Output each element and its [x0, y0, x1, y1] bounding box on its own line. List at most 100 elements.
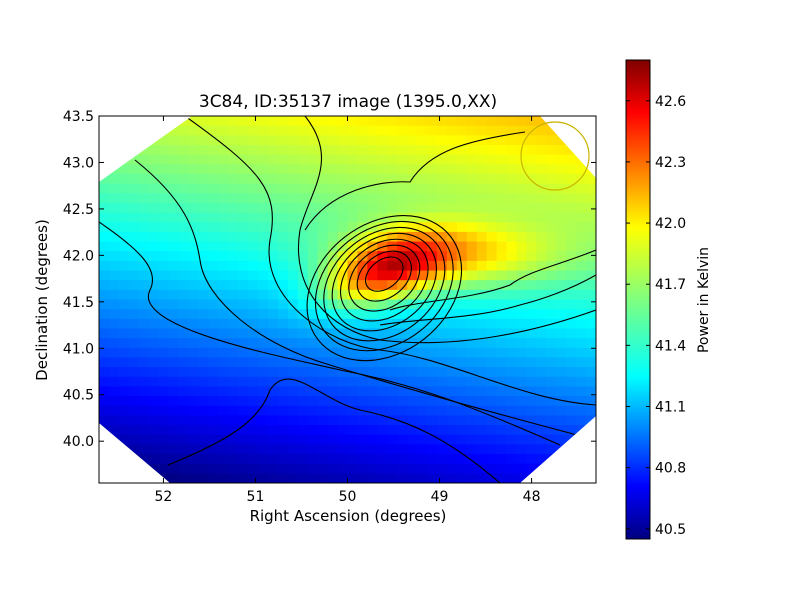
heatmap-cell — [397, 357, 408, 368]
heatmap-cell — [496, 173, 508, 185]
heatmap-cell — [218, 144, 229, 156]
heatmap-cell — [138, 367, 150, 378]
heatmap-cell — [486, 251, 498, 262]
heatmap-cell — [307, 289, 319, 301]
heatmap-cell — [277, 164, 289, 175]
heatmap-cell — [198, 357, 209, 368]
y-tick-label: 41.0 — [63, 341, 94, 357]
heatmap-cell — [198, 222, 209, 233]
chart-title: 3C84, ID:35137 image (1395.0,XX) — [199, 92, 497, 112]
contour-line — [314, 220, 454, 352]
heatmap-cell — [198, 473, 209, 483]
heatmap-cell — [586, 318, 596, 330]
heatmap-cell — [347, 164, 359, 175]
heatmap-cell — [118, 260, 130, 272]
heatmap-cell — [397, 212, 408, 223]
heatmap-cell — [357, 463, 368, 474]
heatmap-cell — [168, 396, 180, 407]
heatmap-cell — [327, 116, 339, 127]
heatmap-cell — [297, 454, 309, 465]
heatmap-cell — [228, 116, 239, 127]
heatmap-cell — [566, 222, 577, 233]
heatmap-cell — [496, 144, 508, 156]
heatmap-cell — [526, 454, 537, 465]
heatmap-cell — [258, 116, 269, 127]
heatmap-cell — [267, 231, 279, 243]
heatmap-cell — [128, 183, 140, 194]
heatmap-cell — [387, 154, 398, 165]
heatmap-cell — [427, 318, 438, 330]
heatmap-cell — [387, 135, 398, 146]
heatmap-cell — [228, 299, 239, 310]
heatmap-cell — [546, 328, 557, 339]
heatmap-cell — [168, 289, 180, 301]
heatmap-cell — [198, 173, 209, 185]
heatmap-cell — [198, 202, 209, 214]
heatmap-cell — [546, 434, 557, 445]
heatmap-cell — [238, 193, 249, 204]
heatmap-cell — [546, 396, 557, 407]
heatmap-cell — [526, 444, 537, 455]
heatmap-cell — [327, 164, 339, 175]
heatmap-cell — [208, 463, 219, 474]
heatmap-cell — [327, 396, 339, 407]
heatmap-cell — [317, 318, 329, 330]
heatmap-cell — [387, 251, 398, 262]
heatmap-cell — [466, 241, 478, 252]
heatmap-cell — [267, 251, 279, 262]
heatmap-cell — [566, 309, 577, 320]
heatmap-cell — [238, 260, 249, 272]
heatmap-cell — [238, 463, 249, 474]
heatmap-cell — [307, 280, 319, 291]
heatmap-cell — [258, 260, 269, 272]
heatmap-cell — [466, 386, 478, 397]
heatmap-cell — [188, 173, 199, 185]
heatmap-cell — [267, 173, 279, 185]
heatmap-cell — [287, 386, 299, 397]
heatmap-cell — [198, 318, 209, 330]
heatmap-cell — [476, 318, 488, 330]
heatmap-cell — [258, 289, 269, 301]
heatmap-cell — [466, 463, 478, 474]
heatmap-cell — [486, 260, 498, 272]
heatmap-cell — [496, 396, 508, 407]
heatmap-cell — [427, 241, 438, 252]
heatmap-cell — [506, 367, 518, 378]
heatmap-cell — [267, 328, 279, 339]
heatmap-cell — [456, 135, 468, 146]
heatmap-cell — [407, 454, 418, 465]
heatmap-cell — [307, 164, 319, 175]
heatmap-cell — [407, 396, 418, 407]
heatmap-cell — [556, 144, 567, 156]
heatmap-cell — [148, 444, 160, 455]
heatmap-cell — [436, 425, 448, 436]
heatmap-cell — [446, 193, 458, 204]
heatmap-cell — [536, 193, 547, 204]
heatmap-cell — [427, 386, 438, 397]
heatmap-cell — [536, 144, 547, 156]
heatmap-cell — [118, 212, 130, 223]
contour-line — [304, 131, 526, 231]
heatmap-cell — [526, 425, 537, 436]
heatmap-cell — [337, 425, 349, 436]
heatmap-cell — [496, 231, 508, 243]
heatmap-cell — [357, 386, 368, 397]
heatmap-cell — [576, 289, 587, 301]
heatmap-cell — [397, 444, 408, 455]
heatmap-cell — [108, 425, 120, 436]
heatmap-cell — [466, 222, 478, 233]
image-corner-mask — [540, 116, 596, 178]
heatmap-cell — [208, 299, 219, 310]
heatmap-cell — [297, 173, 309, 185]
heatmap-cell — [357, 260, 368, 272]
heatmap-cell — [317, 193, 329, 204]
heatmap-cell — [337, 260, 349, 272]
heatmap-cell — [148, 454, 160, 465]
heatmap-cell — [99, 212, 110, 223]
heatmap-cell — [218, 193, 229, 204]
heatmap-cell — [158, 231, 170, 243]
heatmap-cell — [258, 444, 269, 455]
heatmap-cell — [516, 454, 528, 465]
heatmap-cell — [218, 212, 229, 223]
heatmap-cell — [138, 338, 150, 349]
